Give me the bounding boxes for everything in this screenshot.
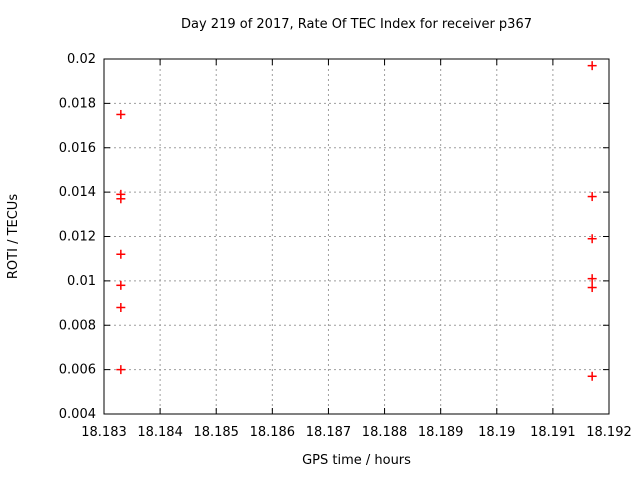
y-tick-label: 0.014 [59,185,96,200]
y-tick-label: 0.01 [67,274,96,289]
x-tick-label: 18.188 [362,425,408,440]
x-axis-label: GPS time / hours [302,453,411,468]
x-tick-label: 18.191 [530,425,576,440]
x-tick-label: 18.19 [478,425,515,440]
y-tick-label: 0.012 [59,230,96,245]
x-tick-label: 18.183 [81,425,127,440]
y-tick-label: 0.02 [67,52,96,67]
x-tick-label: 18.189 [418,425,464,440]
y-tick-label: 0.016 [59,141,96,156]
x-tick-label: 18.184 [137,425,183,440]
y-tick-label: 0.008 [59,318,96,333]
x-tick-label: 18.186 [250,425,296,440]
y-tick-label: 0.004 [59,407,96,422]
chart-title: Day 219 of 2017, Rate Of TEC Index for r… [181,17,532,32]
x-tick-label: 18.192 [586,425,632,440]
x-tick-label: 18.185 [193,425,239,440]
x-tick-label: 18.187 [306,425,352,440]
y-tick-label: 0.006 [59,363,96,378]
y-tick-label: 0.018 [59,96,96,111]
